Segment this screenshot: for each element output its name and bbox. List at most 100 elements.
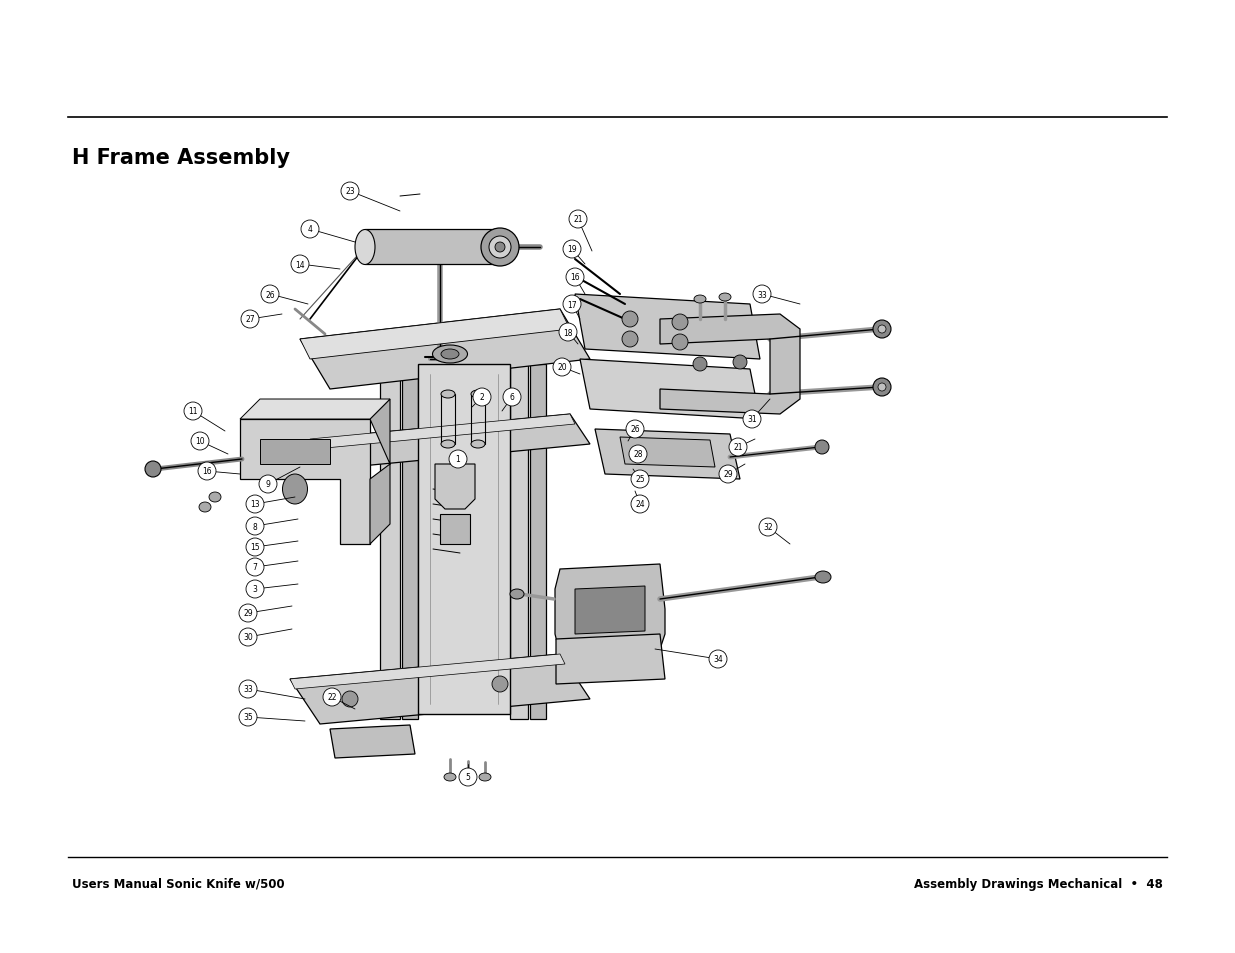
- Circle shape: [473, 389, 492, 407]
- Ellipse shape: [471, 391, 485, 398]
- Circle shape: [241, 311, 259, 329]
- Circle shape: [566, 269, 584, 287]
- Circle shape: [631, 471, 650, 489]
- Polygon shape: [330, 725, 415, 759]
- Text: 5: 5: [466, 773, 471, 781]
- Polygon shape: [300, 310, 571, 359]
- Circle shape: [291, 255, 309, 274]
- Circle shape: [622, 312, 638, 328]
- Ellipse shape: [462, 773, 474, 781]
- Circle shape: [734, 355, 747, 370]
- Text: 16: 16: [571, 274, 579, 282]
- Circle shape: [191, 433, 209, 451]
- Ellipse shape: [432, 346, 468, 364]
- Circle shape: [342, 691, 358, 707]
- Circle shape: [709, 650, 727, 668]
- Polygon shape: [310, 415, 590, 470]
- Circle shape: [503, 389, 521, 407]
- Text: 6: 6: [510, 393, 515, 402]
- Ellipse shape: [441, 391, 454, 398]
- Polygon shape: [440, 515, 471, 544]
- Polygon shape: [510, 365, 529, 720]
- Ellipse shape: [283, 475, 308, 504]
- Polygon shape: [290, 655, 590, 724]
- Polygon shape: [403, 365, 417, 720]
- Circle shape: [563, 295, 580, 314]
- Polygon shape: [556, 635, 664, 684]
- Polygon shape: [576, 586, 645, 635]
- Circle shape: [240, 604, 257, 622]
- Text: 20: 20: [557, 363, 567, 372]
- Text: 19: 19: [567, 245, 577, 254]
- Text: 32: 32: [763, 523, 773, 532]
- Ellipse shape: [873, 378, 890, 396]
- Circle shape: [553, 358, 571, 376]
- Ellipse shape: [441, 440, 454, 449]
- Circle shape: [760, 518, 777, 537]
- Text: 22: 22: [327, 693, 337, 701]
- Circle shape: [301, 221, 319, 239]
- Text: 26: 26: [630, 425, 640, 434]
- Text: 15: 15: [251, 543, 259, 552]
- Text: 23: 23: [346, 188, 354, 196]
- Text: 18: 18: [563, 328, 573, 337]
- Ellipse shape: [199, 502, 211, 513]
- Circle shape: [492, 677, 508, 692]
- Polygon shape: [240, 399, 390, 419]
- Polygon shape: [595, 430, 740, 479]
- Ellipse shape: [815, 572, 831, 583]
- Polygon shape: [417, 365, 510, 714]
- Text: 24: 24: [635, 500, 645, 509]
- Circle shape: [559, 324, 577, 341]
- Text: 7: 7: [253, 563, 257, 572]
- Ellipse shape: [354, 231, 375, 265]
- Circle shape: [198, 462, 216, 480]
- Ellipse shape: [479, 773, 492, 781]
- Ellipse shape: [209, 493, 221, 502]
- Ellipse shape: [471, 440, 485, 449]
- Text: 21: 21: [573, 215, 583, 224]
- Text: 27: 27: [246, 315, 254, 324]
- Circle shape: [626, 420, 643, 438]
- Circle shape: [450, 451, 467, 469]
- Text: 35: 35: [243, 713, 253, 721]
- Text: 3: 3: [253, 585, 257, 594]
- Circle shape: [569, 211, 587, 229]
- Ellipse shape: [144, 461, 161, 477]
- Polygon shape: [576, 294, 760, 359]
- Circle shape: [240, 680, 257, 699]
- Polygon shape: [659, 314, 800, 415]
- Polygon shape: [300, 310, 590, 390]
- Text: 11: 11: [188, 407, 198, 416]
- Text: 25: 25: [635, 475, 645, 484]
- Circle shape: [246, 558, 264, 577]
- Polygon shape: [580, 359, 760, 419]
- Polygon shape: [261, 439, 330, 464]
- Circle shape: [693, 357, 706, 372]
- Text: 13: 13: [251, 500, 259, 509]
- Ellipse shape: [489, 236, 511, 258]
- Ellipse shape: [719, 294, 731, 302]
- Ellipse shape: [495, 243, 505, 253]
- Polygon shape: [435, 464, 475, 510]
- Circle shape: [629, 446, 647, 463]
- Circle shape: [246, 496, 264, 514]
- Circle shape: [672, 314, 688, 331]
- Ellipse shape: [873, 320, 890, 338]
- Polygon shape: [366, 230, 500, 265]
- Text: Users Manual Sonic Knife w/500: Users Manual Sonic Knife w/500: [72, 877, 284, 890]
- Circle shape: [459, 768, 477, 786]
- Text: 16: 16: [203, 467, 212, 476]
- Ellipse shape: [510, 589, 524, 599]
- Ellipse shape: [441, 350, 459, 359]
- Text: 17: 17: [567, 300, 577, 309]
- Polygon shape: [370, 399, 390, 544]
- Text: 28: 28: [634, 450, 642, 459]
- Circle shape: [246, 517, 264, 536]
- Text: 1: 1: [456, 455, 461, 464]
- Text: 2: 2: [479, 393, 484, 402]
- Circle shape: [240, 628, 257, 646]
- Text: 33: 33: [757, 291, 767, 299]
- Text: 29: 29: [243, 609, 253, 618]
- Text: 30: 30: [243, 633, 253, 641]
